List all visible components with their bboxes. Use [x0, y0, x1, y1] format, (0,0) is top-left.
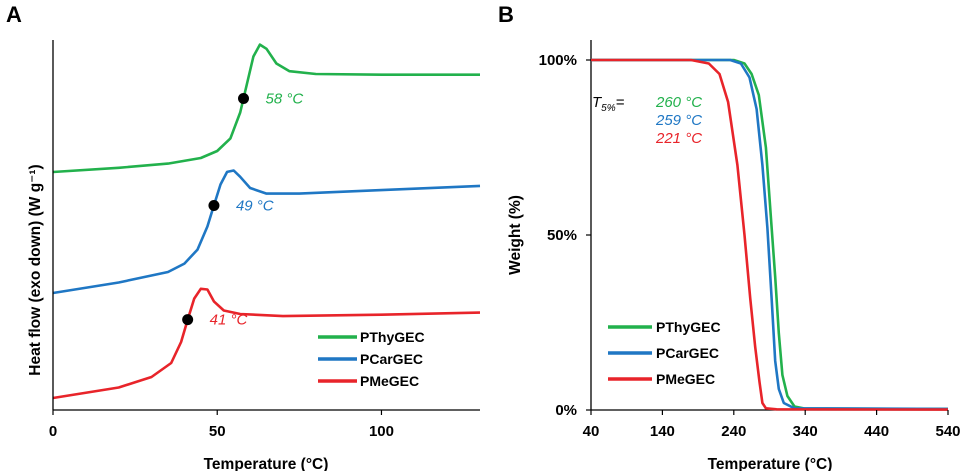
panel-a-legend-label-pcargec: PCarGEC: [360, 351, 423, 367]
panel-a-line-pcargec: [52, 169, 481, 295]
panel-a-x-tick-label-0: 0: [49, 423, 57, 440]
panel-b-legend-label-pthygec: PThyGEC: [656, 319, 721, 335]
panel-a-line-pthygec: [52, 43, 480, 174]
panel-b-legend: PThyGEC PCarGEC PMeGEC: [608, 319, 721, 387]
panel-b-y-tick-label-0-: 0%: [555, 402, 577, 419]
panel-b-legend-label-pmegec: PMeGEC: [656, 371, 715, 387]
panel-b-x-tick-label-40: 40: [583, 423, 600, 440]
panel-a-tg-marker-pmegec: [182, 314, 194, 326]
panel-a-tg-marker-pcargec: [208, 200, 220, 211]
panel-a-legend: PThyGEC PCarGEC PMeGEC: [318, 329, 425, 389]
panel-b-x-tick-label-340: 340: [793, 423, 818, 440]
t5-symbol: T: [592, 94, 603, 111]
t5-subscript: 5%: [601, 103, 616, 114]
t5-value-pmegec: 221 °C: [655, 130, 702, 147]
panel-b-x-tick-label-540: 540: [935, 423, 960, 440]
t5-value-pthygec: 260 °C: [655, 94, 702, 111]
panel-a-x-ticks: 0 50 100: [49, 410, 394, 440]
panel-a-tg-label-pmegec: 41 °C: [210, 312, 248, 329]
panel-a-tg-label-pcargec: 49 °C: [236, 198, 274, 215]
chart-panel-b: 40 140 240 340 440 540 0% 50% 100% Temperature (…: [507, 40, 961, 471]
t5-label: T5%=: [592, 94, 625, 114]
panel-letter-b: B: [498, 2, 514, 27]
chart-panel-a: 58 °C49 °C41 °C 0 50 100 Temperature (°C) …: [27, 40, 481, 471]
panel-b-line-pthygec: [591, 58, 949, 411]
panel-a-x-tick-label-100: 100: [369, 423, 394, 440]
panel-b-x-tick-label-140: 140: [650, 423, 675, 440]
t5-value-pcargec: 259 °C: [655, 112, 702, 129]
t5-equals: =: [616, 94, 625, 111]
panel-a-tg-label-pthygec: 58 °C: [266, 91, 304, 108]
panel-b-y-axis-title: Weight (%): [507, 195, 524, 275]
panel-b-ticks: 40 140 240 340 440 540 0% 50% 100%: [539, 52, 961, 440]
panel-a-x-axis-title: Temperature (°C): [204, 456, 329, 471]
panel-b-line-pcargec: [591, 58, 949, 411]
panel-letter-a: A: [6, 2, 22, 27]
panel-b-x-tick-label-440: 440: [864, 423, 889, 440]
panel-b-x-tick-label-240: 240: [721, 423, 746, 440]
panel-b-line-pmegec: [591, 58, 949, 411]
panel-a-x-tick-label-50: 50: [209, 423, 226, 440]
panel-b-x-axis-title: Temperature (°C): [708, 456, 833, 471]
panel-a-legend-label-pmegec: PMeGEC: [360, 373, 419, 389]
panel-a-line-pmegec: [52, 287, 481, 400]
t5-annotation: T5%= 260 °C 259 °C 221 °C: [592, 94, 702, 147]
panel-a-tg-marker-pthygec: [238, 93, 250, 104]
panel-b-series-group: [591, 58, 949, 411]
panel-a-legend-label-pthygec: PThyGEC: [360, 329, 425, 345]
panel-a-series-group: 58 °C 49 °C 41 °C: [52, 43, 481, 400]
panel-b-y-tick-label-50-: 50%: [547, 227, 577, 244]
panel-a-y-axis-title: Heat flow (exo down) (W g⁻¹): [27, 164, 44, 375]
panel-b-y-tick-label-100-: 100%: [539, 52, 577, 69]
panel-b-legend-label-pcargec: PCarGEC: [656, 345, 719, 361]
